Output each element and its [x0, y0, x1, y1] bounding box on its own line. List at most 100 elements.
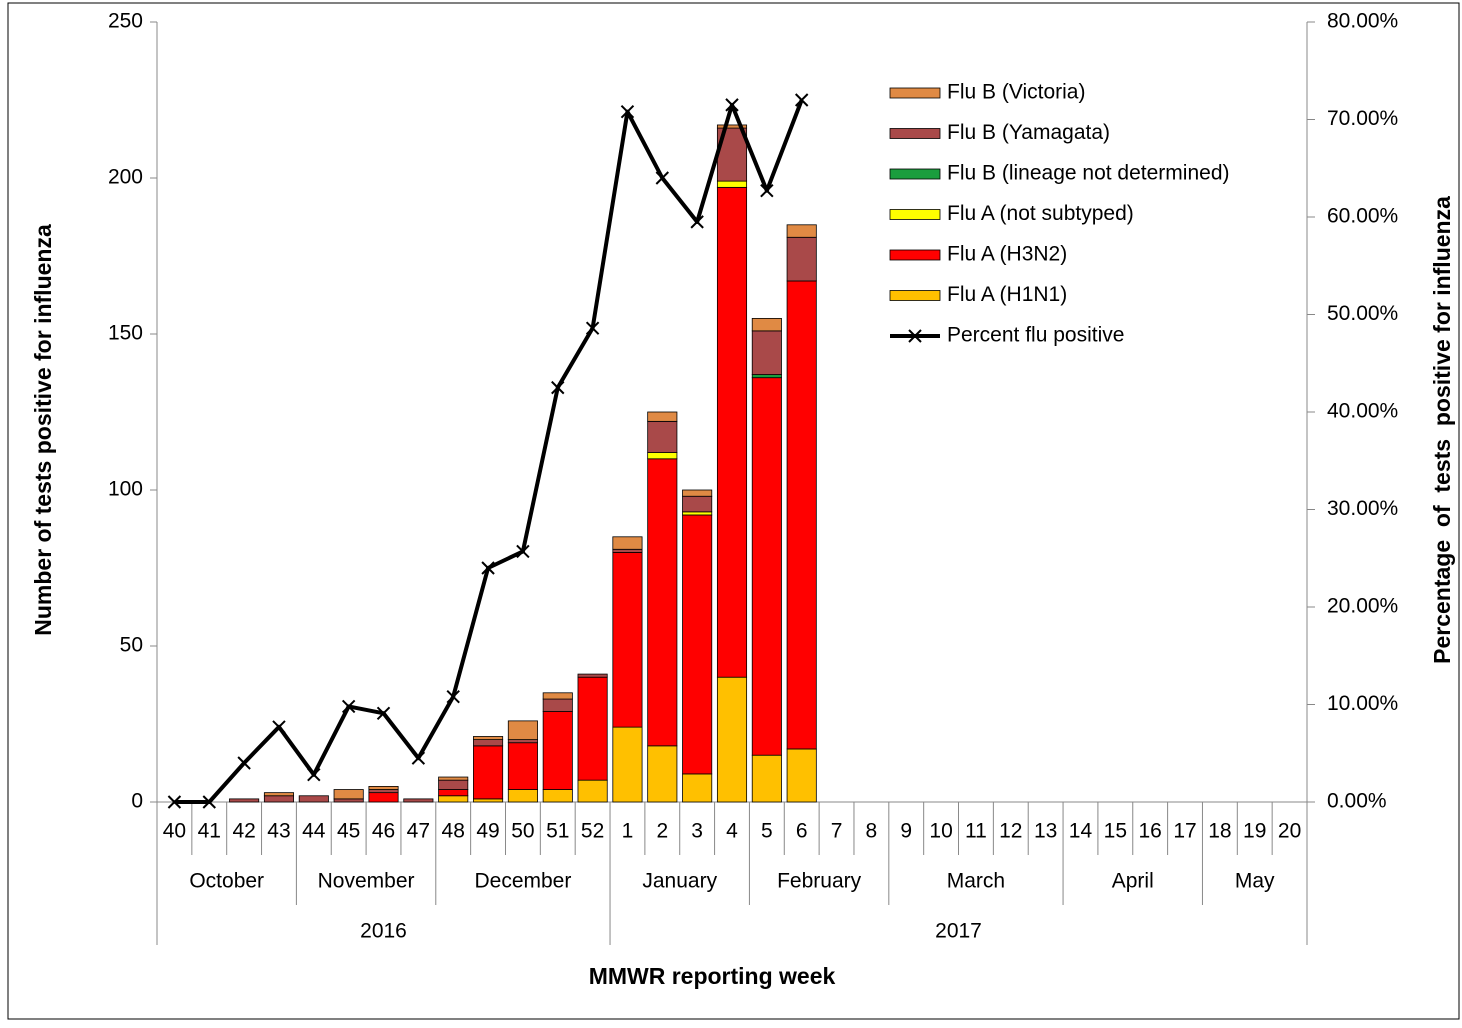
bar-segment [682, 514, 713, 775]
y2-tick-label: 50.00% [1327, 302, 1398, 325]
line-marker [585, 321, 600, 335]
legend-swatch [889, 87, 941, 99]
bar-segment [751, 330, 782, 375]
bar-segment [438, 789, 469, 797]
bar-segment [333, 789, 364, 800]
bar-segment [751, 317, 782, 332]
y2-tick-label: 10.00% [1327, 692, 1398, 715]
month-label: February [777, 870, 862, 893]
x-tick-label: 10 [929, 820, 952, 843]
line-marker [516, 544, 530, 559]
y2-axis-title: Percentage of tests positive for influen… [1429, 196, 1455, 664]
bar-segment [682, 495, 713, 513]
y-tick-label: 50 [120, 634, 143, 657]
bar-segment [438, 779, 469, 790]
x-tick-label: 40 [163, 820, 186, 843]
bar-segment [229, 798, 260, 803]
bar-segment [786, 236, 817, 282]
x-tick-label: 11 [965, 820, 987, 843]
x-tick-label: 50 [511, 820, 534, 843]
x-tick-label: 41 [198, 820, 221, 843]
bar-segment [298, 795, 329, 803]
bar-segment [542, 789, 573, 803]
x-axis-title: MMWR reporting week [589, 963, 836, 989]
x-tick-label: 12 [999, 820, 1022, 843]
bar-segment [647, 411, 678, 422]
x-tick-label: 13 [1034, 820, 1057, 843]
bar-segment [716, 676, 748, 803]
legend-label: Flu B (lineage not determined) [947, 162, 1230, 185]
bar-segment [473, 798, 504, 803]
x-tick-label: 6 [796, 820, 808, 843]
legend-swatch [889, 249, 941, 261]
x-tick-label: 17 [1173, 820, 1196, 843]
bar-segment [333, 798, 364, 803]
bar-segment [612, 552, 643, 728]
x-tick-label: 14 [1069, 820, 1093, 843]
bar-segment [716, 186, 748, 678]
bar-segment [751, 754, 782, 803]
line-marker [760, 183, 774, 198]
bar-segment [612, 726, 643, 803]
x-tick-label: 7 [831, 820, 843, 843]
bar-segment [438, 776, 469, 781]
line-marker [794, 93, 809, 107]
y-tick-label: 150 [108, 322, 143, 345]
bar-segment [786, 748, 817, 803]
y-axis-title: Number of tests positive for influenza [30, 224, 56, 636]
line-marker [620, 104, 635, 119]
line-marker [307, 767, 321, 782]
bar-segment [786, 280, 817, 750]
line-marker [237, 756, 251, 770]
y2-tick-label: 80.00% [1327, 10, 1398, 33]
x-tick-label: 18 [1208, 820, 1231, 843]
bar-segment [751, 377, 782, 756]
line-marker [690, 215, 704, 229]
month-label: October [189, 870, 264, 893]
bar-segment [368, 786, 399, 790]
line-marker [167, 795, 182, 809]
bar-segment [473, 745, 504, 800]
month-label: May [1235, 870, 1275, 893]
bar-segment [751, 374, 782, 379]
bar-segment [438, 795, 469, 803]
bar-segment [577, 673, 608, 678]
line-marker [446, 689, 460, 704]
x-tick-label: 48 [442, 820, 465, 843]
x-tick-label: 20 [1278, 820, 1301, 843]
x-tick-label: 45 [337, 820, 360, 843]
bar-segment [542, 692, 573, 700]
bar-segment [647, 458, 678, 747]
y2-tick-label: 0.00% [1327, 790, 1387, 813]
legend-swatch [889, 128, 941, 139]
y-tick-label: 250 [108, 10, 143, 33]
bar-segment [473, 739, 504, 747]
bar-segment [542, 698, 573, 712]
bar-segment [368, 792, 399, 803]
x-tick-label: 49 [476, 820, 499, 843]
bar-segment [403, 798, 434, 803]
month-label: March [947, 870, 1005, 893]
legend-label: Flu A (not subtyped) [947, 202, 1134, 225]
y-tick-label: 0 [131, 790, 143, 813]
bar-segment [507, 742, 538, 790]
bar-segment [263, 795, 295, 803]
bar-segment [716, 124, 748, 129]
month-label: December [474, 870, 571, 893]
y-tick-label: 100 [108, 478, 143, 501]
legend-label: Flu A (H3N2) [947, 243, 1067, 266]
bar-segment [577, 779, 608, 803]
month-label: November [318, 870, 415, 893]
y2-tick-label: 30.00% [1327, 497, 1398, 520]
x-tick-label: 16 [1139, 820, 1162, 843]
line-marker [481, 561, 495, 575]
bar-segment [507, 739, 538, 744]
x-tick-label: 4 [726, 820, 738, 843]
x-tick-label: 46 [372, 820, 395, 843]
bar-segment [682, 489, 713, 497]
line-marker [551, 380, 565, 395]
x-tick-label: 52 [581, 820, 604, 843]
legend-label: Flu B (Yamagata) [947, 121, 1110, 144]
x-tick-label: 9 [900, 820, 912, 843]
x-tick-label: 43 [267, 820, 290, 843]
